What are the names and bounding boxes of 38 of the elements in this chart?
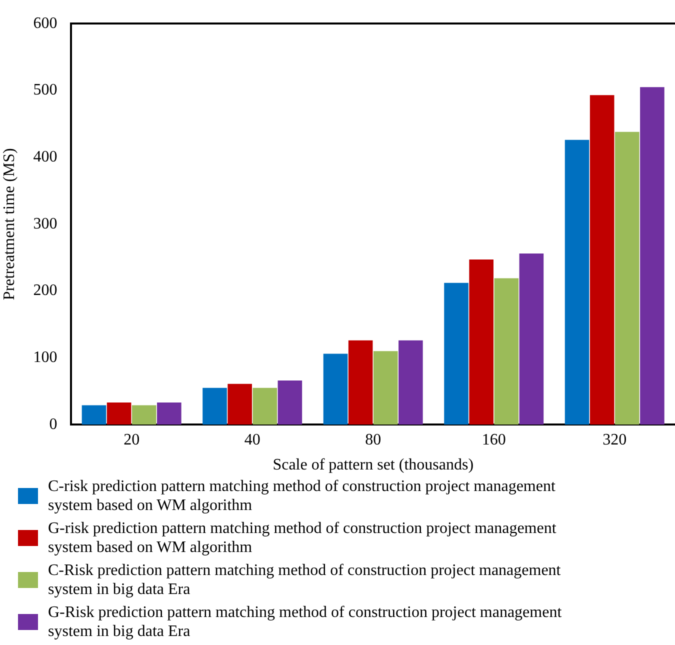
y-tick-label: 0 — [49, 416, 58, 433]
x-tick-label: 80 — [365, 431, 382, 448]
bar — [106, 402, 132, 425]
bar — [82, 405, 106, 425]
x-axis-title: Scale of pattern set (thousands) — [272, 456, 474, 474]
bar — [614, 132, 640, 425]
legend-label: G-Risk prediction pattern matching method of construction project management system in big data Era — [48, 603, 563, 641]
y-tick-label: 400 — [33, 148, 58, 166]
bar — [640, 87, 664, 425]
x-tick-label: 160 — [482, 431, 506, 448]
x-tick-label: 20 — [124, 431, 140, 448]
bar — [469, 260, 494, 425]
x-tick-label: 320 — [602, 431, 627, 448]
bar — [202, 388, 227, 425]
bar — [590, 95, 614, 425]
y-tick-label: 300 — [33, 215, 58, 232]
bar — [444, 282, 468, 425]
legend-label: C-Risk prediction pattern matching method of construction project management system in big data Era — [48, 561, 562, 599]
bar — [348, 340, 373, 425]
bar — [132, 405, 156, 425]
bar — [373, 351, 398, 425]
bar — [278, 380, 302, 425]
bar — [252, 388, 278, 425]
y-tick-label: 200 — [33, 282, 58, 300]
legend-label: G-risk prediction pattern matching method of construction project management system based on WM algorithm — [48, 519, 558, 557]
bar — [494, 278, 519, 425]
bar — [564, 140, 590, 425]
legend-label: C-risk prediction pattern matching method of construction project management system based on WM algorithm — [48, 477, 556, 515]
bar — [519, 254, 544, 425]
y-axis-title: Pretreatment time (MS) — [0, 148, 18, 300]
y-tick-label: 500 — [33, 82, 58, 99]
y-tick-label: 100 — [33, 348, 58, 366]
bar — [157, 402, 182, 425]
bar — [228, 384, 252, 425]
y-tick-label: 600 — [33, 14, 58, 32]
bar — [398, 340, 423, 425]
x-tick-label: 40 — [244, 431, 260, 448]
bar — [323, 354, 348, 425]
